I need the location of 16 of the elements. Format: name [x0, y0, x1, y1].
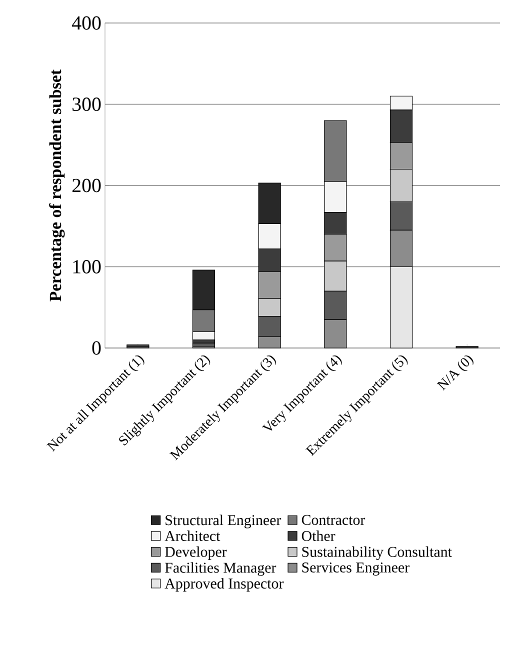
x-tick-label: N/A (0): [436, 356, 474, 390]
legend-label: Other: [302, 530, 336, 542]
y-tick-label: 200: [72, 178, 101, 192]
legend-label: Developer: [165, 546, 227, 560]
legend-label: Facilities Manager: [165, 562, 276, 576]
y-tick-label: 0: [92, 341, 101, 355]
legend-label: Contractor: [302, 514, 366, 525]
y-tick-label: 300: [72, 98, 101, 111]
y-tick-label: 100: [73, 260, 101, 274]
legend-label: Services Engineer: [302, 562, 410, 576]
y-axis-title: Percentage of respondent subset: [49, 69, 65, 302]
legend-label: Structural Engineer: [166, 514, 282, 528]
legend-label: Architect: [164, 530, 220, 542]
legend-label: Sustainability Consultant: [302, 546, 452, 560]
legend-label: Approved Inspector: [164, 578, 284, 592]
y-tick-label: 400: [72, 16, 101, 30]
